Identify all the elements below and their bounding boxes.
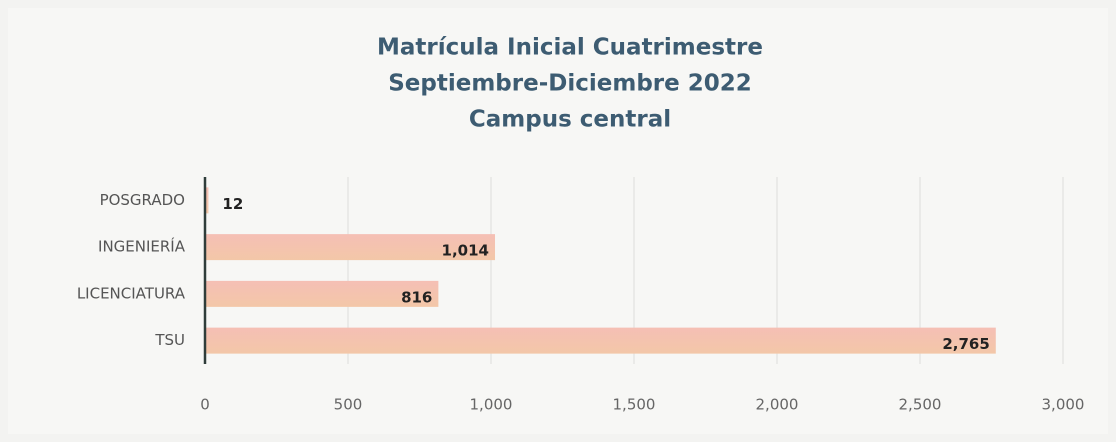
x-tick-label: 3,000 xyxy=(1042,396,1085,414)
x-tick-label: 500 xyxy=(334,396,363,414)
x-tick-label: 1,000 xyxy=(470,396,513,414)
bar xyxy=(205,280,439,307)
chart-title: Campus central xyxy=(469,107,671,133)
bar xyxy=(205,234,496,261)
y-tick-label: LICENCIATURA xyxy=(77,284,186,302)
x-tick-label: 2,000 xyxy=(756,396,799,414)
plot-background xyxy=(8,8,1108,434)
value-label: 816 xyxy=(401,288,432,306)
chart-title: Matrícula Inicial Cuatrimestre xyxy=(377,35,763,61)
x-tick-label: 2,500 xyxy=(899,396,942,414)
x-tick-label: 1,500 xyxy=(613,396,656,414)
y-tick-label: TSU xyxy=(154,331,185,349)
value-label: 2,765 xyxy=(942,335,989,353)
chart-title: Septiembre-Diciembre 2022 xyxy=(388,71,752,97)
value-label: 1,014 xyxy=(442,242,489,260)
x-tick-label: 0 xyxy=(200,396,210,414)
bar xyxy=(205,187,209,214)
y-tick-label: INGENIERÍA xyxy=(98,237,186,256)
y-tick-label: POSGRADO xyxy=(100,191,185,209)
bar xyxy=(205,327,996,354)
value-label: 12 xyxy=(222,195,243,213)
